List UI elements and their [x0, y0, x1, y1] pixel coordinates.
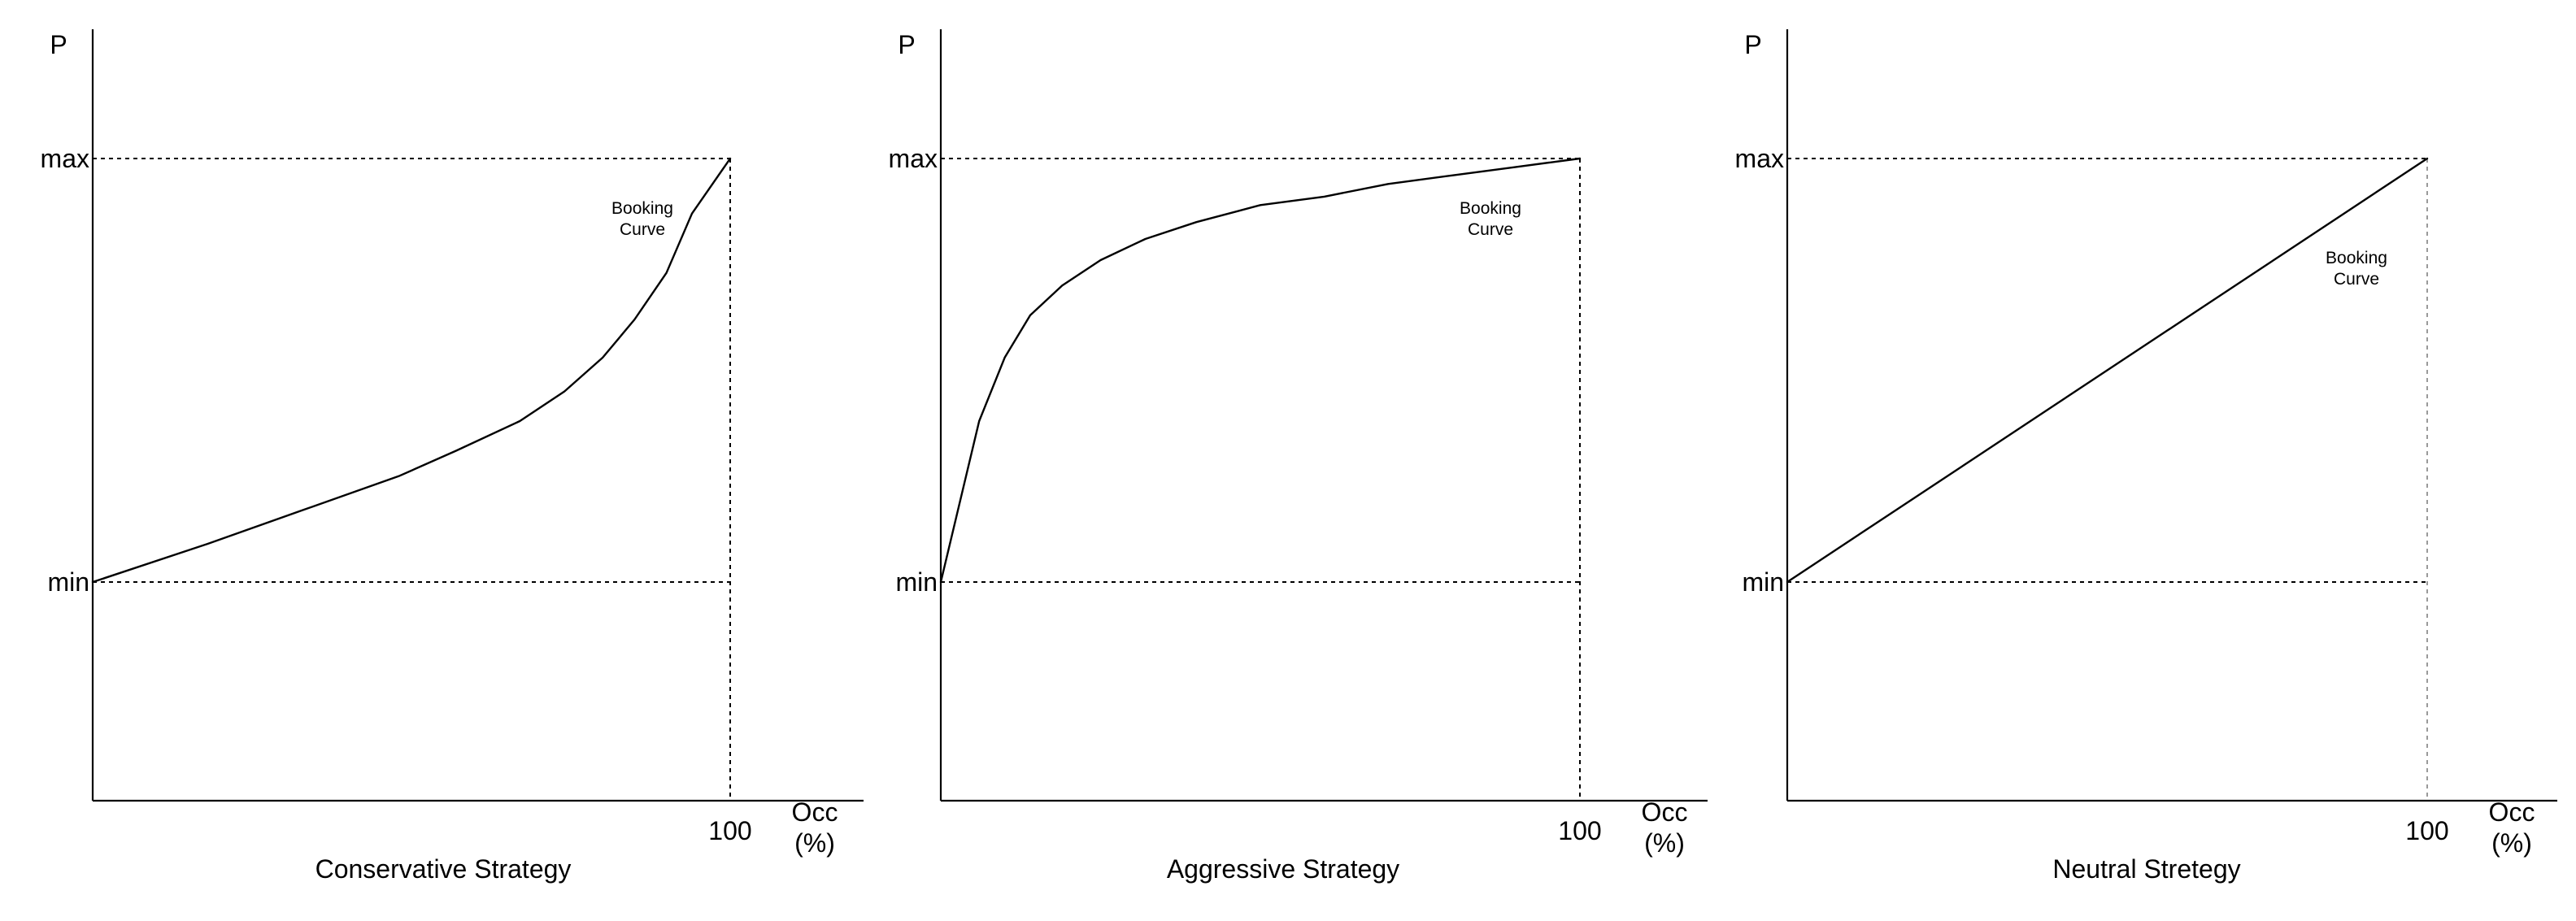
x-axis-label-line-2: (%) — [1644, 828, 1685, 858]
x-axis-label-line-1: Occ — [792, 797, 838, 827]
chart-title: Conservative Strategy — [315, 854, 572, 884]
booking-curve-annotation-line-1: Booking — [2326, 249, 2387, 267]
booking-curve-line — [939, 157, 1582, 584]
y-tick-label-max: max — [41, 144, 89, 173]
x-tick-label-100: 100 — [1558, 816, 1601, 845]
y-tick-label-max: max — [1735, 144, 1784, 173]
y-axis-label: P — [898, 30, 915, 59]
x-tick-label-100: 100 — [2405, 816, 2448, 845]
y-tick-label-max: max — [889, 144, 938, 173]
x-tick-label-100: 100 — [708, 816, 751, 845]
y-axis-label: P — [1744, 30, 1761, 59]
x-axis-label-line-1: Occ — [2489, 797, 2535, 827]
booking-curve-annotation-line-2: Curve — [620, 220, 665, 239]
y-tick-label-min: min — [47, 567, 89, 597]
y-tick-label-min: min — [895, 567, 938, 597]
booking-curve-line — [1786, 157, 2429, 584]
chart-title: Neutral Stretegy — [2052, 854, 2240, 884]
x-axis-label-line-2: (%) — [2491, 828, 2532, 858]
booking-curve-annotation-line-1: Booking — [611, 199, 673, 218]
chart-title: Aggressive Strategy — [1167, 854, 1399, 884]
booking-curve-annotation-line-2: Curve — [1468, 220, 1513, 239]
booking-curve-line — [91, 157, 732, 584]
booking-curve-annotation-line-1: Booking — [1460, 199, 1521, 218]
y-axis-label: P — [50, 30, 67, 59]
y-tick-label-min: min — [1742, 567, 1784, 597]
x-axis-label-line-2: (%) — [794, 828, 835, 858]
booking-curve-annotation-line-2: Curve — [2334, 270, 2379, 289]
x-axis-label-line-1: Occ — [1642, 797, 1688, 827]
